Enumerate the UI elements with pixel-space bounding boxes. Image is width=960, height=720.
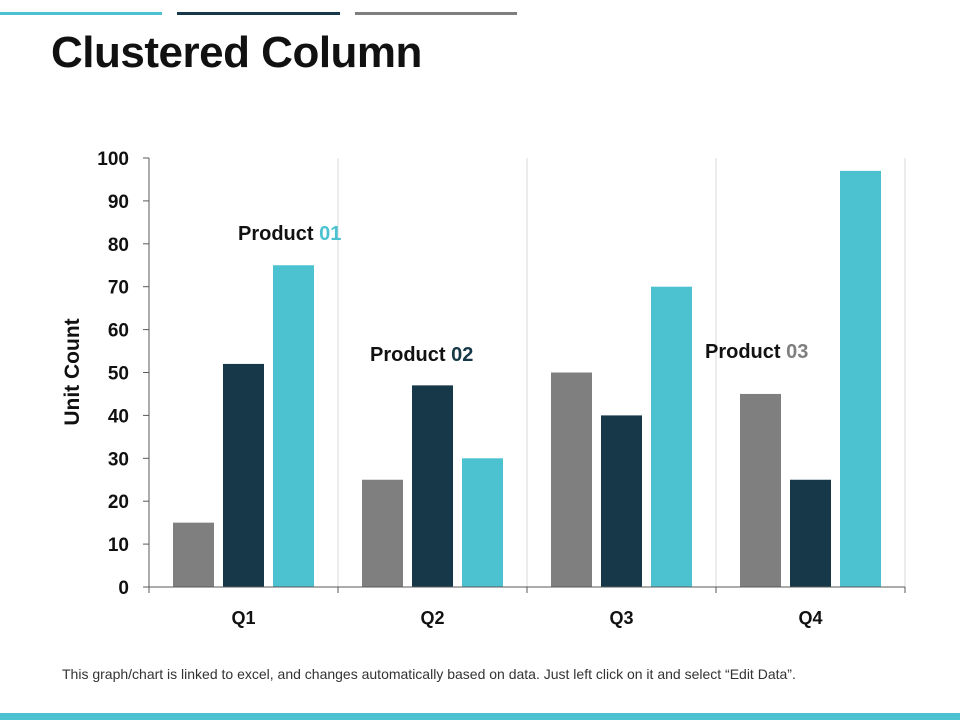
bar-q2-product-02[interactable] [462, 458, 503, 587]
bar-q1-product-03[interactable] [173, 522, 214, 587]
y-tick-label: 90 [108, 192, 129, 213]
x-tick-label: Q2 [420, 608, 444, 628]
x-tick-label: Q3 [609, 608, 633, 628]
y-tick-label: 40 [108, 406, 129, 427]
annotation-product-01: Product 01 [238, 223, 341, 245]
y-axis-title: Unit Count [61, 318, 84, 425]
bar-q4-product-01[interactable] [790, 479, 831, 587]
bar-q1-product-02[interactable] [273, 265, 314, 587]
bar-q4-product-02[interactable] [840, 170, 881, 587]
bar-q3-product-01[interactable] [601, 415, 642, 587]
bar-q3-product-03[interactable] [551, 372, 592, 588]
y-tick-label: 70 [108, 278, 129, 299]
annotation-product-02: Product 02 [370, 344, 473, 366]
y-tick-label: 100 [97, 149, 129, 170]
bottom-accent-bar [0, 713, 960, 720]
footnote: This graph/chart is linked to excel, and… [62, 666, 796, 682]
y-tick-label: 30 [108, 449, 129, 470]
top-accent-bar-navy [177, 12, 340, 15]
bar-q1-product-01[interactable] [223, 363, 264, 587]
top-accent-bar-teal [0, 12, 162, 15]
x-tick-label: Q4 [798, 608, 822, 628]
bar-q4-product-03[interactable] [740, 393, 781, 587]
y-tick-label: 0 [118, 578, 129, 599]
x-tick-label: Q1 [231, 608, 255, 628]
y-tick-label: 20 [108, 492, 129, 513]
top-accent-bar-gray [355, 12, 517, 15]
y-tick-label: 50 [108, 364, 129, 385]
bar-q3-product-02[interactable] [651, 286, 692, 587]
y-tick-label: 80 [108, 235, 129, 256]
bar-q2-product-01[interactable] [412, 385, 453, 587]
annotation-product-03: Product 03 [705, 341, 808, 363]
clustered-column-chart[interactable]: 0 10 20 30 40 50 60 70 80 90 100 Q1 Q2 Q3 Q4 Unit Count… [0, 0, 960, 660]
y-tick-label: 60 [108, 321, 129, 342]
slide-title: Clustered Column [51, 28, 422, 77]
y-tick-label: 10 [108, 535, 129, 556]
bar-q2-product-03[interactable] [362, 479, 403, 587]
